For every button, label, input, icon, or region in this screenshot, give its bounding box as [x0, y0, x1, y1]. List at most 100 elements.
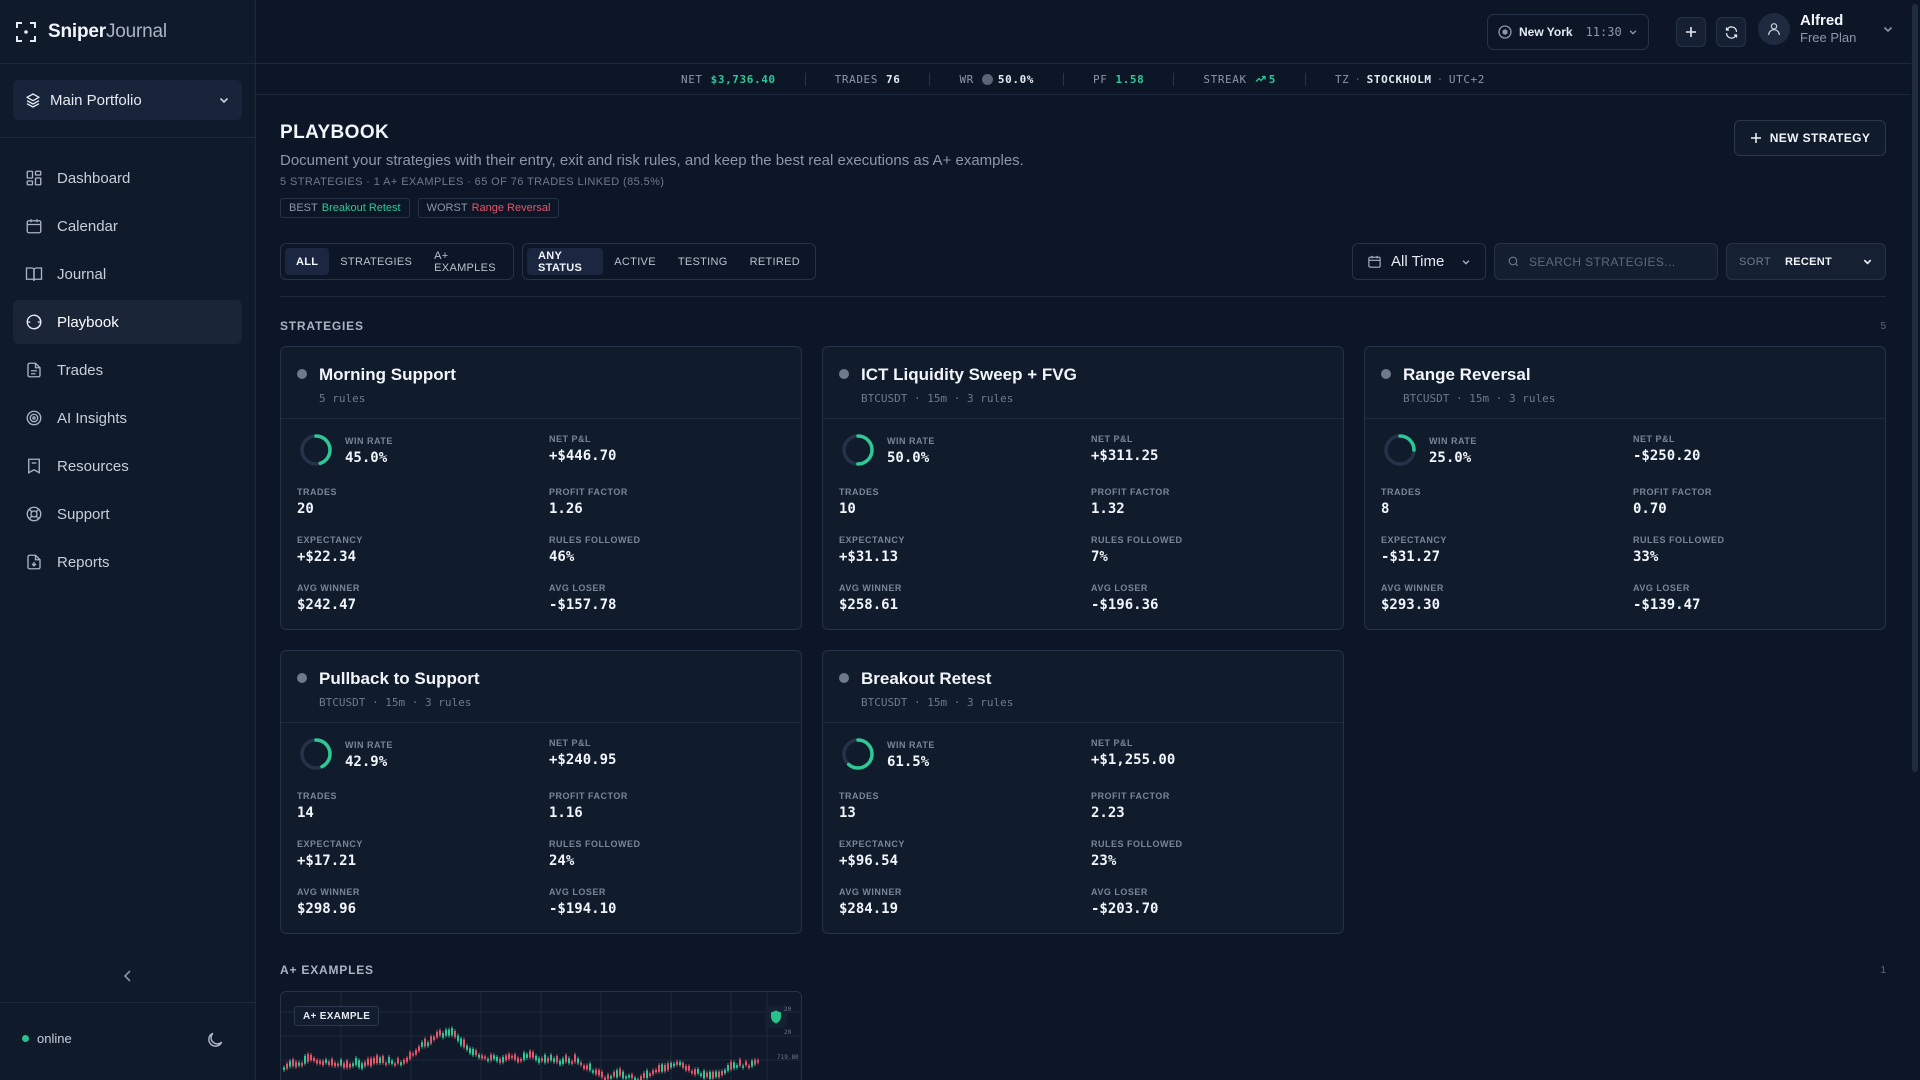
candle-body [655, 1069, 657, 1073]
sidebar-nav: Dashboard Calendar Journal Playbook Trad… [0, 156, 255, 584]
tab-a-plus-examples[interactable]: A+ EXAMPLES [434, 249, 496, 274]
time-range-dropdown[interactable]: All Time [1352, 243, 1486, 280]
divider [280, 296, 1886, 297]
strategies-count: 5 [1880, 321, 1886, 332]
metric-rules-followed: RULES FOLLOWED 33% [1633, 535, 1725, 565]
plus-icon [1750, 133, 1761, 143]
candle-body [703, 1070, 705, 1079]
tab-testing[interactable]: TESTING [677, 255, 728, 268]
candle-body [604, 1077, 606, 1080]
strategy-card[interactable]: Morning Support 5 rules WIN RATE 45.0% NET P… [280, 346, 802, 630]
candle-body [673, 1063, 675, 1067]
sidebar-item-playbook[interactable]: Playbook [13, 300, 242, 344]
candle-body [412, 1053, 414, 1056]
sidebar-item-calendar[interactable]: Calendar [13, 204, 242, 248]
metric-rules-followed: RULES FOLLOWED 7% [1091, 535, 1183, 565]
tab-retired[interactable]: RETIRED [749, 255, 800, 268]
candle-body [538, 1058, 540, 1063]
metric-trades: TRADES 20 [297, 487, 338, 517]
moon-icon[interactable] [205, 1030, 225, 1050]
avatar [1758, 12, 1790, 45]
add-button[interactable] [1676, 17, 1706, 47]
tab-strategies[interactable]: STRATEGIES [340, 255, 413, 268]
candle-body [649, 1073, 651, 1077]
tab-any-status[interactable]: ANY STATUS [527, 248, 604, 275]
metric-net-pnl: NET P&L +$311.25 [1091, 434, 1159, 464]
sidebar-item-ai-insights[interactable]: AI Insights [13, 396, 242, 440]
metric-avg-loser: AVG LOSER -$203.70 [1091, 887, 1159, 917]
candle-body [658, 1064, 660, 1072]
strategy-card[interactable]: Breakout Retest BTCUSDT · 15m · 3 rules WI… [822, 650, 1344, 934]
candle-body [355, 1057, 357, 1066]
metric-net-pnl: NET P&L +$1,255.00 [1091, 738, 1176, 768]
metric-avg-loser: AVG LOSER -$194.10 [549, 887, 617, 917]
win-rate-ring [300, 738, 332, 770]
logo[interactable]: SniperJournal [0, 0, 255, 64]
candle-body [757, 1060, 759, 1063]
sidebar-item-trades[interactable]: Trades [13, 348, 242, 392]
sidebar: SniperJournal Main Portfolio Dashboard C… [0, 0, 256, 1080]
status-dot-icon [297, 369, 307, 379]
sidebar-item-dashboard[interactable]: Dashboard [13, 156, 242, 200]
scrollbar-thumb[interactable] [1912, 4, 1918, 772]
sidebar-item-support[interactable]: Support [13, 492, 242, 536]
metric-expectancy: EXPECTANCY +$96.54 [839, 839, 905, 869]
candle-body [631, 1074, 633, 1079]
sidebar-item-label: Calendar [57, 217, 118, 235]
strategy-card[interactable]: ICT Liquidity Sweep + FVG BTCUSDT · 15m ·… [822, 346, 1344, 630]
candle-body [601, 1071, 603, 1078]
sort-dropdown[interactable]: SORT RECENT [1726, 243, 1886, 280]
strategy-card[interactable]: Range Reversal BTCUSDT · 15m · 3 rules WIN… [1364, 346, 1886, 630]
candle-body [691, 1071, 693, 1074]
candle-body [364, 1062, 366, 1067]
calendar-icon [26, 219, 42, 234]
candle-body [394, 1063, 396, 1066]
candle-body [385, 1062, 387, 1065]
divider [0, 1002, 255, 1003]
strategy-name: Breakout Retest [861, 669, 992, 688]
strategies-section-title: STRATEGIES [280, 319, 364, 333]
tab-active[interactable]: ACTIVE [614, 255, 656, 268]
candle-body [541, 1058, 543, 1062]
search-input[interactable] [1529, 254, 1705, 269]
candle-body [724, 1069, 726, 1074]
user-menu[interactable]: Alfred Free Plan [1758, 12, 1894, 46]
user-plan: Free Plan [1800, 30, 1857, 45]
candle-body [430, 1036, 432, 1044]
candle-body [337, 1063, 339, 1066]
portfolio-selector[interactable]: Main Portfolio [13, 80, 242, 120]
best-strategy-badge[interactable]: BEST Breakout Retest [280, 198, 410, 218]
refresh-button[interactable] [1716, 17, 1746, 47]
win-rate-ring [842, 434, 874, 466]
a-plus-example-card[interactable]: A+ EXAMPLE 20 20 719.80 [280, 991, 802, 1080]
candle-body [310, 1054, 312, 1061]
candle-body [382, 1056, 384, 1063]
worst-strategy-badge[interactable]: WORST Range Reversal [417, 198, 560, 218]
candle-body [427, 1042, 429, 1046]
sidebar-item-resources[interactable]: Resources [13, 444, 242, 488]
top-bar: New York 11:30 Alfred Free Plan [256, 0, 1920, 64]
strategy-meta: BTCUSDT · 15m · 3 rules [319, 696, 472, 709]
candle-body [709, 1071, 711, 1079]
timezone-selector[interactable]: New York 11:30 [1487, 14, 1649, 50]
sidebar-item-journal[interactable]: Journal [13, 252, 242, 296]
candle-body [748, 1065, 750, 1068]
tab-all[interactable]: ALL [285, 248, 330, 275]
strategy-card[interactable]: Pullback to Support BTCUSDT · 15m · 3 rul… [280, 650, 802, 934]
sidebar-item-reports[interactable]: Reports [13, 540, 242, 584]
candle-body [520, 1058, 522, 1062]
connection-status: online [22, 1031, 72, 1046]
sidebar-item-label: Resources [57, 457, 129, 475]
refresh-icon [1725, 25, 1737, 39]
strategy-card-header: Morning Support 5 rules [281, 347, 801, 419]
new-strategy-button[interactable]: NEW STRATEGY [1734, 120, 1886, 156]
candle-body [301, 1062, 303, 1066]
candle-body [664, 1064, 666, 1072]
time-range-value: All Time [1391, 253, 1445, 270]
logo-text: SniperJournal [48, 20, 167, 42]
candle-body [472, 1048, 474, 1056]
collapse-sidebar-icon[interactable] [118, 966, 138, 986]
candle-body [742, 1065, 744, 1068]
candle-body [634, 1077, 636, 1080]
user-icon [1768, 22, 1780, 35]
